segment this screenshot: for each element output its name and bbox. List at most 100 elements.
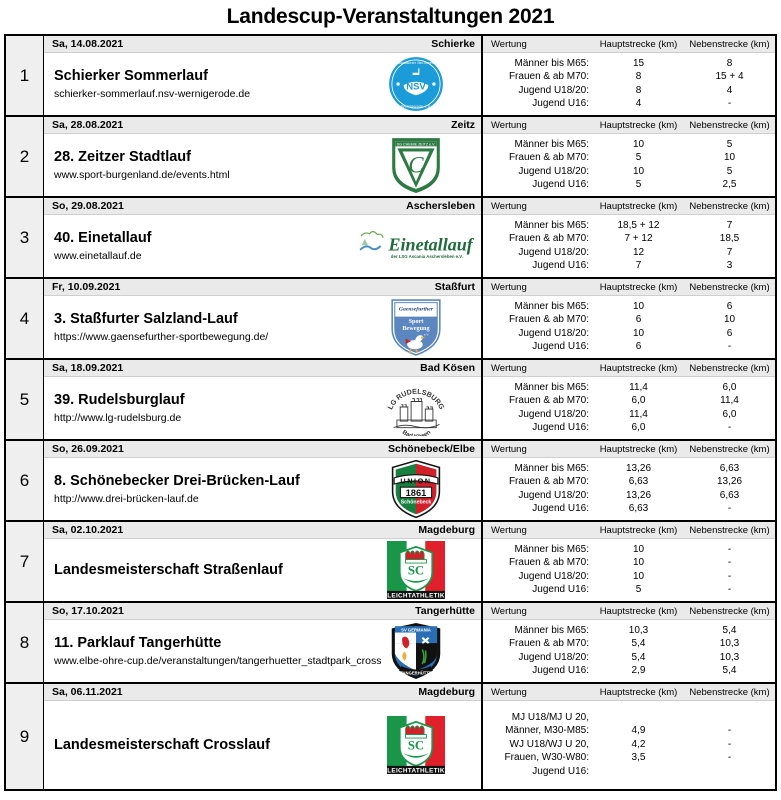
event-distances-block: Wertung Hauptstrecke (km) Nebenstrecke (km… — [483, 603, 775, 682]
svg-text:Gaensefurther: Gaensefurther — [399, 306, 434, 312]
event-info-block: So, 29.08.2021 Aschersleben 40. Einetallau… — [44, 198, 483, 277]
distance-row: Jugend U18/20: 8 4 — [483, 84, 775, 98]
distance-category: Frauen & ab M70: — [508, 233, 589, 244]
distance-haupt: 7 — [635, 260, 642, 271]
column-header-hauptstrecke: Hauptstrecke (km) — [599, 686, 678, 698]
distance-haupt: 13,26 — [625, 489, 652, 501]
distances-header: Wertung Hauptstrecke (km) Nebenstrecke (km… — [483, 603, 775, 620]
distance-row: Männer bis M65: 13,26 6,63 — [483, 462, 775, 476]
distance-neben: 8 — [726, 57, 733, 69]
event-body: Landesmeisterschaft Crosslauf SC LEICHTA… — [44, 701, 481, 789]
distances-header: Wertung Hauptstrecke (km) Nebenstrecke (km… — [483, 36, 775, 53]
distances-body: MJ U18/MJ U 20, Männer, M30-M85: 4,9- WJ U1… — [483, 701, 775, 789]
distance-row: Frauen & ab M70: 6 10 — [483, 313, 775, 327]
event-info-block: Sa, 06.11.2021 Magdeburg Landesmeisterscha… — [44, 684, 483, 789]
nsv-wernigerode-logo: NSV Nordischer Ski-Verein Wernigerode e.… — [389, 57, 443, 111]
distance-category: Männer bis M65: — [514, 300, 589, 312]
svg-text:TANGERHÜTTE: TANGERHÜTTE — [400, 671, 432, 676]
distance-neben: 3 — [726, 260, 733, 271]
distance-category: Jugend U16: — [532, 179, 589, 190]
event-date: Sa, 06.11.2021 — [52, 686, 123, 698]
event-name: 3. Staßfurter Salzland-Lauf — [54, 311, 238, 327]
distance-category: Frauen, W30-W80: — [504, 752, 589, 764]
distance-category: Jugend U18/20: — [518, 489, 589, 501]
distance-row: Männer bis M65: 18,5 + 12 7 — [483, 219, 775, 233]
event-info-block: Sa, 28.08.2021 Zeitz 28. Zeitzer Stadtlauf… — [44, 117, 483, 196]
distances-body: Männer bis M65: 11,4 6,0 Frauen & ab M70: 6,… — [483, 377, 775, 439]
svg-text:NSV: NSV — [406, 82, 426, 93]
distance-row: Jugend U16: 6 - — [483, 340, 775, 354]
event-city: Schierke — [431, 38, 475, 50]
event-url[interactable]: https://www.gaensefurther-sportbewegung.… — [54, 331, 269, 343]
event-url[interactable]: schierker-sommerlauf.nsv-wernigerode.de — [54, 88, 251, 100]
distance-haupt: 15 — [632, 57, 645, 69]
distance-category: Frauen & ab M70: — [508, 395, 589, 406]
column-header-wertung: Wertung — [491, 443, 527, 455]
event-logo-slot: SC LEICHTATHLETIK — [357, 540, 475, 600]
distance-neben: 11,4 — [720, 395, 739, 406]
distance-row: Männer bis M65: 10 5 — [483, 138, 775, 152]
distances-header: Wertung Hauptstrecke (km) Nebenstrecke (km… — [483, 279, 775, 296]
svg-text:LEICHTATHLETIK: LEICHTATHLETIK — [387, 767, 445, 774]
distance-row: WJ U18/WJ U 20, 4,2 - — [483, 738, 775, 752]
event-name: Schierker Sommerlauf — [54, 68, 208, 84]
svg-text:SG CHEMIE ZEITZ e.V.: SG CHEMIE ZEITZ e.V. — [397, 142, 435, 146]
event-url[interactable]: http://www.lg-rudelsburg.de — [54, 412, 182, 424]
event-info-block: Fr, 10.09.2021 Staßfurt 3. Staßfurter Salz… — [44, 279, 483, 358]
event-row: 8 So, 17.10.2021 Tangerhütte 11. Parklauf T… — [6, 603, 775, 684]
distance-haupt: 10 — [632, 557, 645, 568]
event-body: 28. Zeitzer Stadtlauf www.sport-burgenlan… — [44, 134, 481, 196]
distance-neben: - — [727, 543, 732, 555]
event-text: 28. Zeitzer Stadtlauf www.sport-burgenlan… — [44, 148, 344, 182]
distance-haupt: 5 — [635, 152, 642, 163]
column-header-nebenstrecke: Nebenstrecke (km) — [689, 119, 770, 131]
event-url[interactable]: www.elbe-ohre-cup.de/veranstaltungen/tan… — [54, 655, 382, 667]
event-date: Sa, 14.08.2021 — [52, 38, 124, 50]
distance-neben: 6,0 — [722, 381, 737, 393]
column-header-nebenstrecke: Nebenstrecke (km) — [689, 443, 770, 455]
distance-haupt: 4,9 — [631, 725, 646, 737]
distance-row: Jugend U16: — [483, 765, 775, 779]
event-date-bar: Sa, 18.09.2021 Bad Kösen — [44, 360, 481, 377]
events-table: 1 Sa, 14.08.2021 Schierke Schierker Sommerl… — [4, 34, 777, 791]
distance-neben: 15 + 4 — [715, 71, 744, 82]
distance-category: Jugend U16: — [532, 260, 589, 271]
distance-neben: 4 — [726, 84, 733, 96]
event-distances-block: Wertung Hauptstrecke (km) Nebenstrecke (km… — [483, 441, 775, 520]
event-body: Schierker Sommerlauf schierker-sommerlauf… — [44, 53, 481, 115]
event-city: Bad Kösen — [420, 362, 475, 374]
event-city: Staßfurt — [434, 281, 475, 293]
column-header-wertung: Wertung — [491, 119, 527, 131]
event-url[interactable]: www.einetallauf.de — [54, 250, 142, 262]
distance-haupt: 8 — [635, 84, 642, 96]
distance-row: Männer bis M65: 10,3 5,4 — [483, 624, 775, 638]
distances-header: Wertung Hauptstrecke (km) Nebenstrecke (km… — [483, 198, 775, 215]
distance-row: Jugend U18/20: 10 - — [483, 570, 775, 584]
distance-row: Jugend U18/20: 5,4 10,3 — [483, 651, 775, 665]
event-url[interactable]: www.sport-burgenland.de/events.html — [54, 169, 230, 181]
distances-header: Wertung Hauptstrecke (km) Nebenstrecke (km… — [483, 522, 775, 539]
union-1861-schoenebeck-logo: UNION 1861 Schönebeck — [391, 459, 441, 519]
event-logo-slot: SC LEICHTATHLETIK — [357, 715, 475, 775]
svg-text:Schönebeck: Schönebeck — [401, 499, 432, 505]
event-number: 4 — [6, 279, 44, 358]
distance-haupt: 3,5 — [631, 752, 646, 764]
distance-neben: 10 — [723, 152, 736, 163]
event-body: 39. Rudelsburglauf http://www.lg-rudelsbu… — [44, 377, 481, 439]
event-name: Landesmeisterschaft Crosslauf — [54, 737, 270, 753]
distance-row: Frauen & ab M70: 5 10 — [483, 151, 775, 165]
distances-body: Männer bis M65: 15 8 Frauen & ab M70: 8 15 + … — [483, 53, 775, 115]
distance-haupt: 11,4 — [629, 381, 648, 393]
distance-category: MJ U18/MJ U 20, — [511, 711, 589, 723]
column-header-hauptstrecke: Hauptstrecke (km) — [599, 38, 678, 50]
column-header-nebenstrecke: Nebenstrecke (km) — [689, 686, 770, 698]
distance-row: Frauen & ab M70: 10 - — [483, 556, 775, 570]
distance-category: Jugend U16: — [532, 98, 589, 109]
distance-row: Jugend U16: 4 - — [483, 97, 775, 111]
svg-text:Sport: Sport — [409, 318, 425, 325]
distance-category: Jugend U18/20: — [518, 651, 589, 663]
event-url[interactable]: http://www.drei-brücken-lauf.de — [54, 493, 199, 505]
distance-category: Männer bis M65: — [514, 543, 589, 555]
event-city: Magdeburg — [418, 686, 475, 698]
distance-haupt: 10 — [632, 138, 645, 150]
